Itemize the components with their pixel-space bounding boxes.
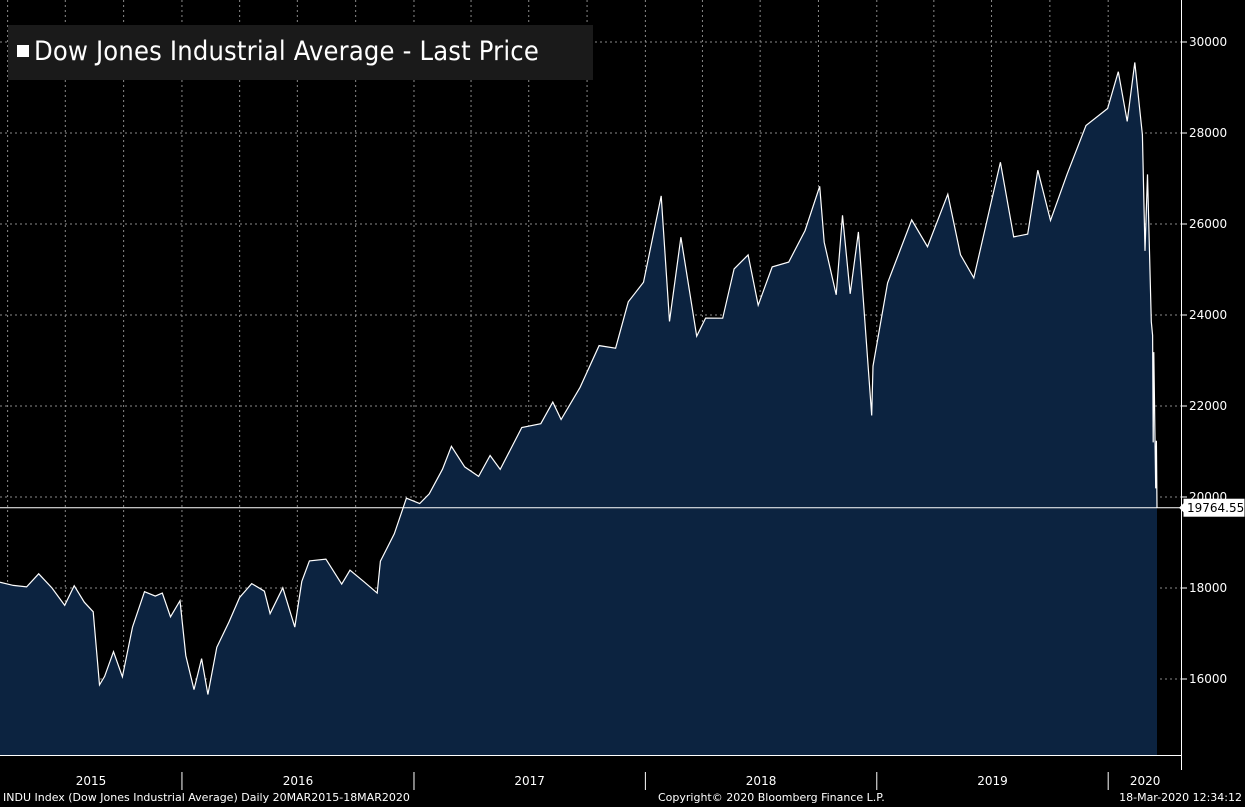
y-tick-label: 22000 bbox=[1189, 399, 1227, 413]
footer-security-info: INDU Index (Dow Jones Industrial Average… bbox=[3, 791, 410, 804]
x-year-label: 2015 bbox=[76, 774, 107, 788]
tick-labels: 1600018000200002200024000260002800030000… bbox=[76, 35, 1245, 788]
area-fill bbox=[0, 62, 1157, 755]
footer-timestamp: 18-Mar-2020 12:34:12 bbox=[1119, 791, 1242, 804]
legend-box bbox=[8, 25, 593, 80]
y-tick-label: 30000 bbox=[1189, 35, 1227, 49]
legend-swatch bbox=[17, 45, 29, 57]
y-tick-label: 26000 bbox=[1189, 217, 1227, 231]
y-tick-label: 24000 bbox=[1189, 308, 1227, 322]
last-price-label: 19764.55 bbox=[1187, 501, 1244, 515]
x-year-label: 2016 bbox=[283, 774, 314, 788]
axes bbox=[0, 0, 1187, 790]
x-year-label: 2020 bbox=[1130, 774, 1161, 788]
price-line bbox=[0, 62, 1158, 695]
y-tick-label: 18000 bbox=[1189, 581, 1227, 595]
chart-title: Dow Jones Industrial Average - Last Pric… bbox=[34, 36, 539, 67]
y-tick-label: 16000 bbox=[1189, 672, 1227, 686]
x-year-label: 2019 bbox=[977, 774, 1008, 788]
footer-copyright: Copyright© 2020 Bloomberg Finance L.P. bbox=[658, 791, 885, 804]
x-year-label: 2017 bbox=[514, 774, 545, 788]
x-year-label: 2018 bbox=[746, 774, 777, 788]
last-price-badge-pointer bbox=[1179, 502, 1184, 513]
price-area bbox=[0, 62, 1158, 755]
y-tick-label: 28000 bbox=[1189, 126, 1227, 140]
